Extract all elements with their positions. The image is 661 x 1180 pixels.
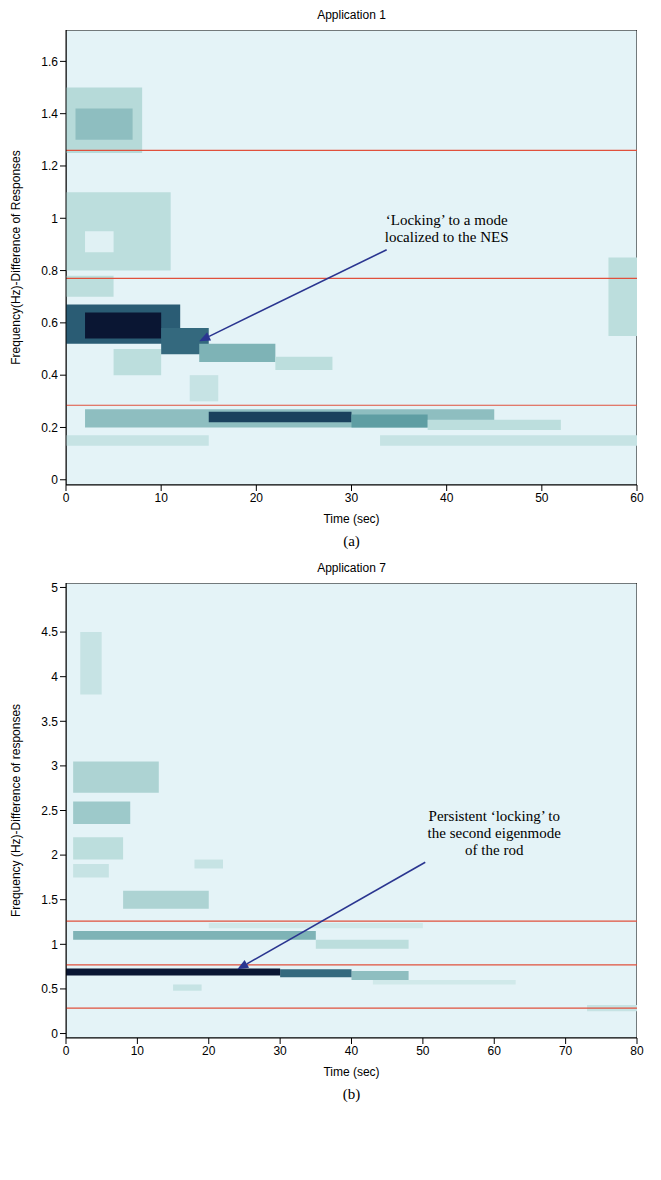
svg-text:of the rod: of the rod (465, 842, 524, 858)
svg-text:0: 0 (63, 491, 70, 505)
svg-text:40: 40 (345, 1044, 359, 1058)
svg-text:0: 0 (51, 473, 58, 487)
svg-text:the second eigenmode: the second eigenmode (428, 825, 562, 841)
svg-text:4: 4 (51, 670, 58, 684)
svg-text:Time (sec): Time (sec) (323, 1065, 379, 1079)
svg-text:70: 70 (559, 1044, 573, 1058)
svg-text:20: 20 (250, 491, 264, 505)
svg-text:0.4: 0.4 (41, 368, 58, 382)
svg-text:2: 2 (51, 848, 58, 862)
html-text:(b): (b) (342, 1086, 361, 1102)
svg-text:10: 10 (131, 1044, 145, 1058)
svg-text:Frequency (Hz)-Difference of r: Frequency (Hz)-Difference of responses (9, 704, 23, 917)
svg-text:0.6: 0.6 (41, 316, 58, 330)
svg-text:20: 20 (202, 1044, 216, 1058)
html-text:Application 1: Application 1 (317, 8, 386, 22)
svg-text:Time (sec): Time (sec) (323, 512, 379, 526)
svg-text:0.5: 0.5 (41, 982, 58, 996)
svg-text:0: 0 (51, 1027, 58, 1041)
svg-text:1.2: 1.2 (41, 159, 58, 173)
svg-text:5: 5 (51, 581, 58, 595)
svg-text:‘Locking’ to a mode: ‘Locking’ to a mode (386, 212, 508, 228)
svg-text:10: 10 (154, 491, 168, 505)
svg-text:1.4: 1.4 (41, 107, 58, 121)
svg-text:localized to the NES: localized to the NES (385, 229, 509, 245)
svg-text:3: 3 (51, 759, 58, 773)
html-text:Application 7: Application 7 (317, 561, 386, 575)
svg-text:40: 40 (440, 491, 454, 505)
svg-text:60: 60 (488, 1044, 502, 1058)
svg-text:80: 80 (630, 1044, 644, 1058)
svg-text:0.2: 0.2 (41, 421, 58, 435)
svg-text:2.5: 2.5 (41, 804, 58, 818)
svg-text:50: 50 (535, 491, 549, 505)
svg-text:3.5: 3.5 (41, 715, 58, 729)
svg-text:30: 30 (345, 491, 359, 505)
svg-text:0: 0 (63, 1044, 70, 1058)
svg-text:Frequency(Hz)-Difference of Re: Frequency(Hz)-Difference of Responses (9, 150, 23, 365)
svg-text:50: 50 (416, 1044, 430, 1058)
svg-text:4.5: 4.5 (41, 625, 58, 639)
svg-text:1.6: 1.6 (41, 55, 58, 69)
svg-text:0.8: 0.8 (41, 264, 58, 278)
html-text:(a): (a) (343, 533, 360, 549)
svg-text:30: 30 (273, 1044, 287, 1058)
svg-text:1: 1 (51, 938, 58, 952)
svg-text:1: 1 (51, 212, 58, 226)
svg-text:Persistent ‘locking’ to: Persistent ‘locking’ to (429, 808, 560, 824)
svg-text:60: 60 (630, 491, 644, 505)
svg-text:1.5: 1.5 (41, 893, 58, 907)
